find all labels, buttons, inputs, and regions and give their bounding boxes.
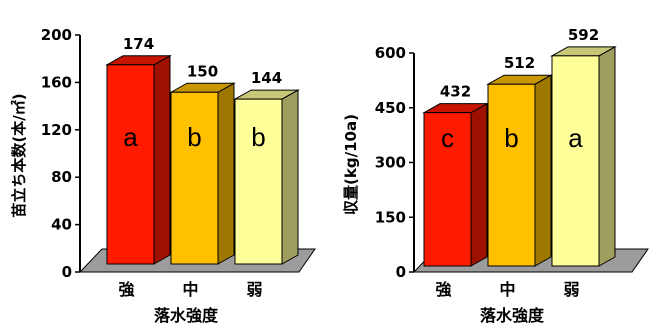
bar — [171, 92, 218, 264]
y-tick-label: 300 — [375, 154, 406, 172]
bar-side — [154, 56, 170, 264]
bar-side — [599, 47, 615, 266]
y-tick-label: 120 — [41, 121, 72, 139]
y-axis-label: 苗立ち本数(本/㎡) — [10, 93, 28, 217]
y-tick-label: 150 — [375, 208, 406, 226]
group-letter: a — [568, 123, 583, 153]
group-letter: a — [123, 122, 138, 152]
bar-side — [218, 83, 234, 264]
bar — [107, 65, 154, 264]
bar-side — [535, 75, 551, 266]
data-label: 174 — [123, 35, 154, 53]
x-tick-label: 強 — [435, 280, 451, 299]
group-letter: b — [187, 122, 201, 152]
y-tick-label: 40 — [51, 216, 72, 234]
bar-side — [282, 90, 298, 264]
bar — [552, 56, 599, 266]
y-tick-label: 0 — [62, 263, 72, 281]
data-label: 144 — [251, 69, 282, 87]
x-tick-label: 弱 — [246, 280, 262, 299]
data-label: 512 — [504, 54, 535, 72]
x-tick-label: 中 — [499, 280, 515, 299]
data-label: 592 — [568, 26, 599, 44]
group-letter: c — [441, 123, 454, 153]
group-letter: b — [251, 122, 265, 152]
x-tick-label: 弱 — [563, 280, 579, 299]
y-tick-label: 80 — [51, 168, 72, 186]
y-tick-label: 600 — [375, 44, 406, 62]
bar — [488, 84, 535, 266]
data-label: 432 — [440, 83, 471, 101]
group-letter: b — [504, 123, 518, 153]
x-axis-label: 落水強度 — [480, 306, 545, 325]
bar-side — [471, 104, 487, 266]
x-tick-label: 強 — [118, 280, 134, 299]
data-label: 150 — [187, 62, 218, 80]
y-tick-label: 160 — [41, 73, 72, 91]
y-tick-label: 200 — [41, 26, 72, 44]
x-tick-label: 中 — [182, 280, 198, 299]
y-tick-label: 450 — [375, 99, 406, 117]
y-axis-label: 収量(kg/10a) — [342, 114, 360, 215]
y-tick-label: 0 — [396, 263, 406, 281]
x-axis-label: 落水強度 — [154, 306, 219, 325]
